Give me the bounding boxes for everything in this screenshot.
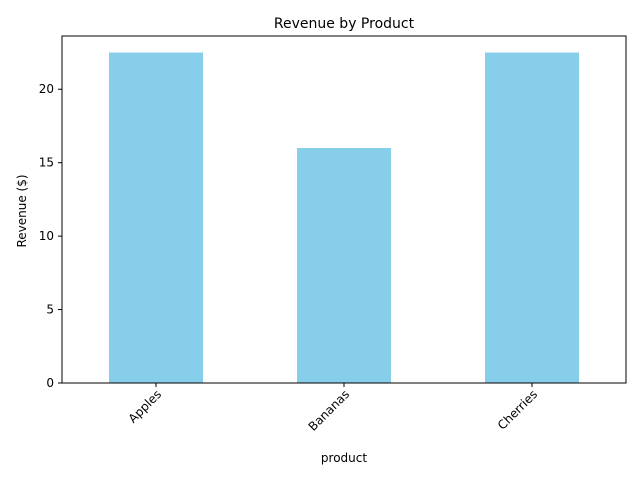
y-axis-label: Revenue ($) bbox=[15, 174, 29, 247]
x-axis-label: product bbox=[321, 451, 367, 465]
x-ticks-layer: Apples Bananas Cherries bbox=[126, 383, 540, 434]
bar-apples bbox=[109, 52, 203, 384]
bars-layer bbox=[109, 52, 579, 384]
bar-cherries bbox=[485, 52, 579, 384]
y-tick-label: 15 bbox=[39, 156, 54, 170]
chart-title: Revenue by Product bbox=[274, 16, 415, 32]
x-tick-label: Apples bbox=[126, 387, 164, 425]
bar-bananas bbox=[297, 147, 391, 383]
y-tick-label: 10 bbox=[39, 229, 54, 243]
y-tick-label: 0 bbox=[46, 376, 54, 390]
y-ticks-layer: 0 5 10 15 20 bbox=[39, 82, 62, 390]
y-tick-label: 20 bbox=[39, 82, 54, 96]
y-tick-label: 5 bbox=[46, 303, 54, 317]
x-tick-label: Bananas bbox=[306, 387, 353, 434]
x-tick-label: Cherries bbox=[495, 387, 540, 432]
